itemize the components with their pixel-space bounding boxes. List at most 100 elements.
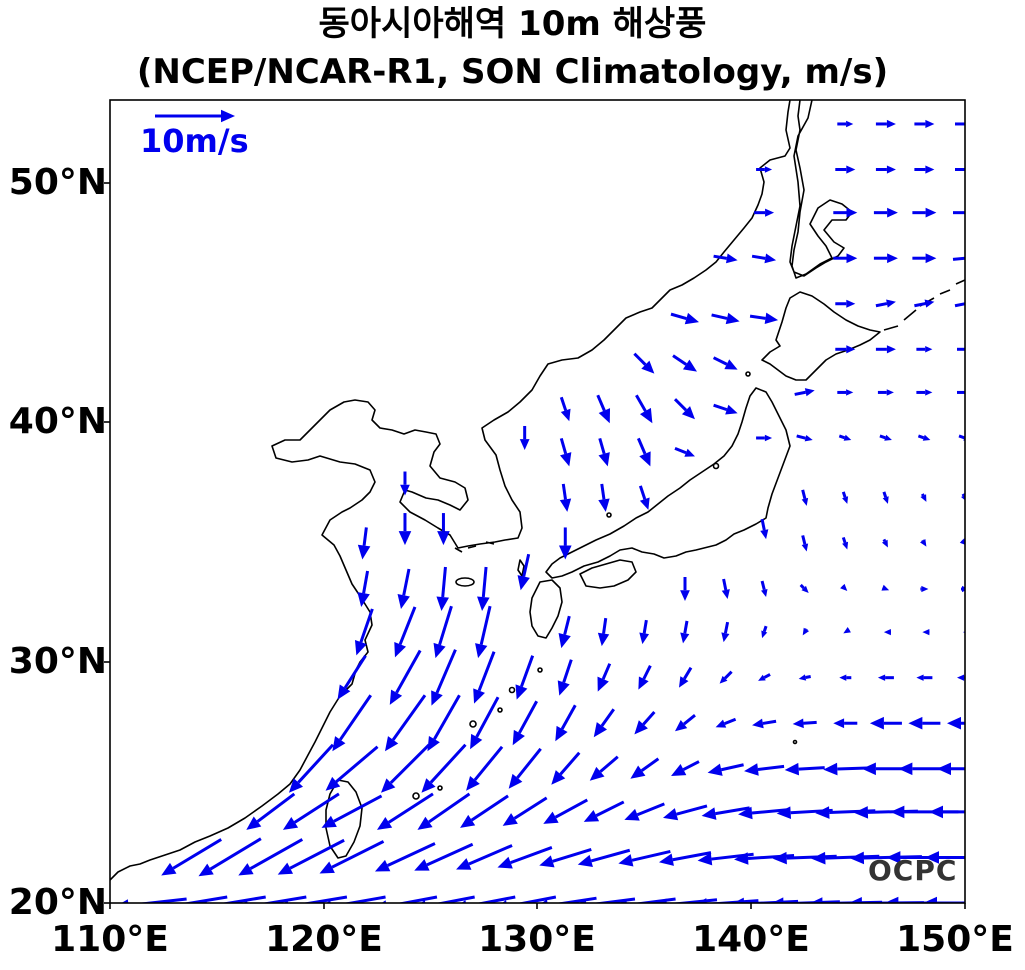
wind-vector: [680, 620, 690, 644]
island-small-1: [537, 667, 543, 673]
wind-vector: [633, 352, 655, 374]
shikoku-coastline: [579, 559, 637, 589]
wind-vector: [630, 757, 660, 779]
wind-vector: [912, 207, 937, 218]
wind-vector: [920, 493, 927, 502]
wind-vector: [321, 794, 383, 828]
wind-vector: [515, 655, 535, 700]
wind-vector: [670, 312, 699, 325]
wind-vector: [873, 253, 898, 264]
wind-vector: [751, 253, 777, 264]
wind-vector: [619, 897, 676, 903]
wind-vector: [598, 437, 610, 467]
chart-title-line1: 동아시아해역 10m 해상풍: [318, 4, 707, 44]
wind-vector: [672, 354, 697, 372]
wind-vector: [959, 538, 965, 545]
wind-vector: [914, 119, 935, 129]
wind-vector: [756, 166, 773, 173]
wind-vector: [597, 663, 612, 692]
wind-vector: [559, 437, 572, 467]
wind-vector: [551, 751, 581, 785]
reference-vector: [155, 109, 235, 123]
wind-vector: [635, 394, 653, 424]
wind-vector: [319, 840, 385, 874]
wind-vector: [744, 763, 785, 776]
wind-vector: [760, 518, 769, 540]
wind-vector: [477, 566, 490, 611]
wind-vector: [955, 122, 965, 126]
wind-vector: [711, 312, 740, 325]
wind-vector: [881, 538, 888, 548]
island-small-2: [497, 707, 503, 713]
wind-vector: [833, 718, 858, 729]
wind-vector: [875, 345, 896, 354]
wind-vector: [752, 718, 777, 729]
lon-tick-150: 150°E: [896, 919, 1014, 960]
wind-vector: [953, 211, 965, 215]
wind-vector: [835, 345, 856, 354]
wind-vector: [883, 628, 891, 636]
wind-vector: [721, 621, 730, 643]
wind-vector: [916, 346, 933, 353]
hokkaido-coastline: [761, 291, 881, 381]
wind-vector: [908, 716, 941, 730]
wind-vector: [577, 848, 631, 867]
wind-vector: [833, 253, 858, 264]
ocpc-logo: OCPC: [868, 854, 958, 887]
wind-vector: [431, 649, 457, 706]
wind-vector: [354, 608, 374, 656]
wind-vector: [398, 513, 412, 546]
wind-vector: [713, 403, 738, 415]
reference-vector-label: 10m/s: [140, 122, 249, 160]
wind-vector: [427, 694, 461, 752]
wind-vector: [802, 627, 810, 636]
wind-vector: [198, 837, 262, 877]
wind-vector: [674, 446, 695, 457]
wind-vector: [246, 792, 296, 830]
wind-vector: [437, 513, 450, 546]
wind-vector: [875, 165, 896, 174]
wind-vector: [596, 394, 611, 424]
wind-vector: [761, 625, 768, 639]
wind-vector: [502, 796, 548, 826]
wind-vector: [638, 665, 652, 690]
wind-vector: [835, 165, 856, 174]
wind-vector: [473, 651, 496, 704]
island-small-7: [745, 371, 751, 377]
wind-vector: [801, 535, 809, 552]
wind-vector: [840, 583, 848, 591]
wind-vector: [357, 570, 370, 607]
wind-vector: [758, 673, 771, 681]
wind-vector: [337, 654, 367, 700]
wind-vector: [912, 253, 937, 264]
wind-vector: [559, 483, 572, 512]
wind-vector: [881, 584, 890, 591]
island-small-4: [437, 785, 443, 791]
wind-vector: [374, 842, 436, 872]
wind-vector: [922, 628, 930, 636]
wind-vector: [799, 583, 809, 593]
wind-vector: [543, 798, 589, 824]
wind-vector: [879, 434, 892, 441]
wind-vector: [678, 666, 693, 688]
wind-vector: [929, 805, 965, 819]
wind-vector: [823, 762, 868, 776]
wind-vector: [954, 302, 965, 308]
wind-vector: [517, 553, 531, 591]
wind-vector: [558, 527, 572, 560]
wind-vector: [436, 566, 449, 611]
wind-vector: [756, 434, 773, 442]
wind-vector: [877, 674, 894, 681]
lon-tick-130: 130°E: [478, 919, 596, 960]
wind-vector: [875, 299, 896, 308]
wind-vector: [917, 434, 931, 441]
wind-vector: [952, 256, 965, 261]
wind-vector: [957, 674, 965, 681]
wind-vector: [843, 627, 851, 634]
wind-vector: [955, 168, 965, 172]
wind-vector: [384, 694, 427, 752]
chart-title-line2: (NCEP/NCAR-R1, SON Climatology, m/s): [136, 52, 889, 92]
wind-vector: [433, 605, 453, 659]
wind-vector: [512, 700, 538, 746]
